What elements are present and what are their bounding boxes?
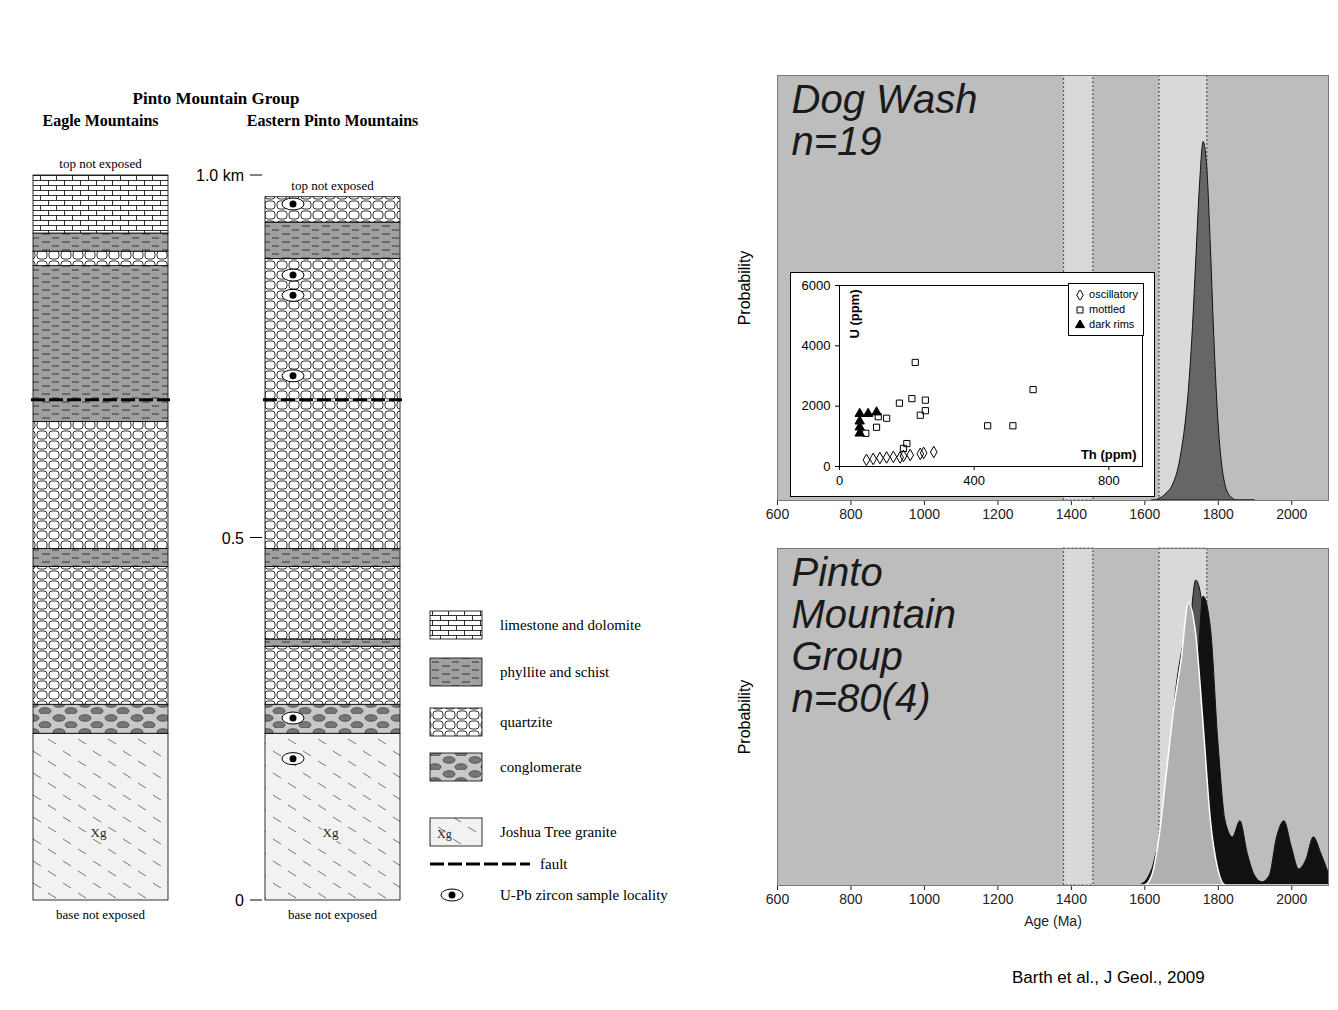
svg-text:limestone and dolomite: limestone and dolomite xyxy=(500,617,641,633)
svg-text:0.5: 0.5 xyxy=(222,530,244,547)
svg-text:conglomerate: conglomerate xyxy=(500,759,582,775)
svg-text:Eastern Pinto Mountains: Eastern Pinto Mountains xyxy=(247,112,419,129)
svg-text:2000: 2000 xyxy=(1276,506,1307,522)
svg-text:1800: 1800 xyxy=(1203,891,1234,907)
svg-text:U (ppm): U (ppm) xyxy=(847,290,862,339)
html-text:Probability: Probability xyxy=(736,250,753,325)
svg-text:0: 0 xyxy=(836,473,843,488)
svg-text:base not exposed: base not exposed xyxy=(288,907,377,922)
svg-text:PintoMountainGroupn=80(4): PintoMountainGroupn=80(4) xyxy=(792,550,957,720)
svg-text:1.0 km: 1.0 km xyxy=(196,167,244,184)
svg-text:Dog Washn=19: Dog Washn=19 xyxy=(792,77,978,163)
svg-text:Xg: Xg xyxy=(323,825,339,840)
svg-text:phyllite and schist: phyllite and schist xyxy=(500,664,610,680)
svg-text:Xg: Xg xyxy=(437,827,452,841)
svg-text:800: 800 xyxy=(839,506,863,522)
svg-text:1800: 1800 xyxy=(1203,506,1234,522)
svg-text:base not exposed: base not exposed xyxy=(56,907,145,922)
svg-text:1600: 1600 xyxy=(1129,891,1160,907)
svg-text:1200: 1200 xyxy=(982,891,1013,907)
svg-text:600: 600 xyxy=(766,506,790,522)
svg-text:quartzite: quartzite xyxy=(500,714,553,730)
svg-text:1000: 1000 xyxy=(909,506,940,522)
svg-text:800: 800 xyxy=(839,891,863,907)
svg-text:1400: 1400 xyxy=(1056,891,1087,907)
svg-text:U-Pb zircon sample locality: U-Pb zircon sample locality xyxy=(500,887,668,903)
svg-text:800: 800 xyxy=(1098,473,1120,488)
svg-text:Age (Ma): Age (Ma) xyxy=(1024,913,1082,929)
svg-text:1200: 1200 xyxy=(982,506,1013,522)
html-text:dark rims: dark rims xyxy=(1089,318,1135,330)
svg-text:1400: 1400 xyxy=(1056,506,1087,522)
svg-text:600: 600 xyxy=(766,891,790,907)
html-text:oscillatory: oscillatory xyxy=(1089,288,1138,300)
svg-text:top not exposed: top not exposed xyxy=(291,178,374,193)
svg-text:Eagle Mountains: Eagle Mountains xyxy=(42,112,158,130)
html-text:Probability: Probability xyxy=(736,679,753,754)
svg-text:0: 0 xyxy=(235,892,244,909)
svg-text:2000: 2000 xyxy=(1276,891,1307,907)
svg-text:top not exposed: top not exposed xyxy=(59,156,142,171)
svg-text:0: 0 xyxy=(823,459,830,474)
svg-text:1000: 1000 xyxy=(909,891,940,907)
html-text:Barth et al., J Geol., 2009: Barth et al., J Geol., 2009 xyxy=(1012,968,1205,987)
svg-text:6000: 6000 xyxy=(802,278,831,293)
svg-text:Pinto Mountain Group: Pinto Mountain Group xyxy=(133,89,300,108)
svg-text:Xg: Xg xyxy=(91,825,107,840)
svg-text:Joshua Tree granite: Joshua Tree granite xyxy=(500,824,617,840)
svg-text:400: 400 xyxy=(963,473,985,488)
svg-text:2000: 2000 xyxy=(802,398,831,413)
svg-text:Th (ppm): Th (ppm) xyxy=(1081,447,1137,462)
svg-text:4000: 4000 xyxy=(802,338,831,353)
svg-text:fault: fault xyxy=(540,856,568,872)
html-text:mottled: mottled xyxy=(1089,303,1126,315)
svg-text:1600: 1600 xyxy=(1129,506,1160,522)
